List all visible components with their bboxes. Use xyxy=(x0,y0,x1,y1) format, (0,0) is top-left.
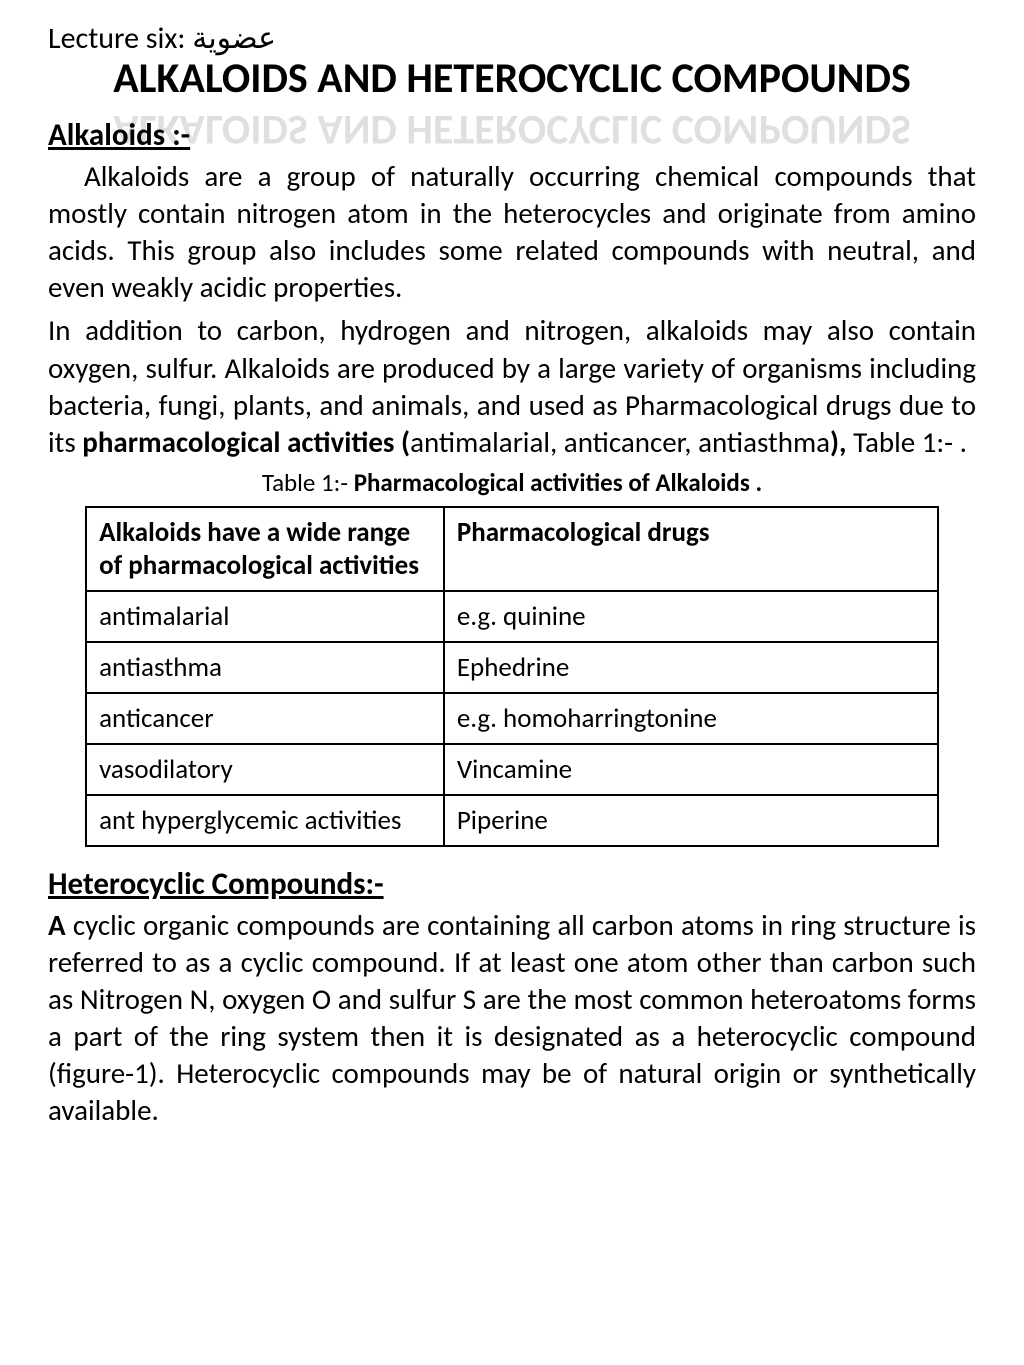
section1-para2-b: antimalarial, anticancer, antiasthma xyxy=(410,424,830,460)
section1-para1: Alkaloids are a group of naturally occur… xyxy=(48,158,976,306)
table-caption-a: Table 1:- xyxy=(262,467,354,498)
table-cell: ant hyperglycemic activities xyxy=(86,795,444,846)
page-title-text: ALKALOIDS AND HETEROCYCLIC COMPOUNDS xyxy=(113,53,911,104)
section1-para2-bold1: pharmacological activities ( xyxy=(82,424,410,460)
table-caption: Table 1:- Pharmacological activities of … xyxy=(48,467,976,498)
section1-para1-text: Alkaloids are a group of naturally occur… xyxy=(48,158,976,305)
section2-para-a: A xyxy=(48,907,66,943)
table-cell: antiasthma xyxy=(86,642,444,693)
table-header-2: Pharmacological drugs xyxy=(444,507,938,591)
table-row: antiasthma Ephedrine xyxy=(86,642,938,693)
section1-para2-bold2: ), xyxy=(830,424,847,460)
table-cell: Piperine xyxy=(444,795,938,846)
table-caption-bold: Pharmacological activities of Alkaloids … xyxy=(354,467,762,498)
table-row: antimalarial e.g. quinine xyxy=(86,591,938,642)
section1-para2-c: Table 1:- . xyxy=(847,424,967,460)
table-header-1: Alkaloids have a wide range of pharmacol… xyxy=(86,507,444,591)
lecture-label-ar: عضوية xyxy=(192,20,276,57)
table-cell: vasodilatory xyxy=(86,744,444,795)
lecture-line: Lecture six: عضوية xyxy=(48,20,976,57)
section1-para2: In addition to carbon, hydrogen and nitr… xyxy=(48,312,976,460)
table-cell: e.g. homoharringtonine xyxy=(444,693,938,744)
section2-heading: Heterocyclic Compounds:- xyxy=(48,865,976,903)
section1-heading: Alkaloids :- xyxy=(48,116,976,154)
section2-para-b: cyclic organic compounds are containing … xyxy=(48,907,976,1129)
table-cell: antimalarial xyxy=(86,591,444,642)
table-cell: e.g. quinine xyxy=(444,591,938,642)
pharmacological-table: Alkaloids have a wide range of pharmacol… xyxy=(85,506,939,847)
section2-para: A cyclic organic compounds are containin… xyxy=(48,907,976,1130)
table-cell: anticancer xyxy=(86,693,444,744)
page-title: ALKALOIDS AND HETEROCYCLIC COMPOUNDS ALK… xyxy=(48,53,976,104)
lecture-label-en: Lecture six: xyxy=(48,20,192,57)
table-header-row: Alkaloids have a wide range of pharmacol… xyxy=(86,507,938,591)
table-row: anticancer e.g. homoharringtonine xyxy=(86,693,938,744)
table-row: ant hyperglycemic activities Piperine xyxy=(86,795,938,846)
table-cell: Vincamine xyxy=(444,744,938,795)
table-cell: Ephedrine xyxy=(444,642,938,693)
table-row: vasodilatory Vincamine xyxy=(86,744,938,795)
